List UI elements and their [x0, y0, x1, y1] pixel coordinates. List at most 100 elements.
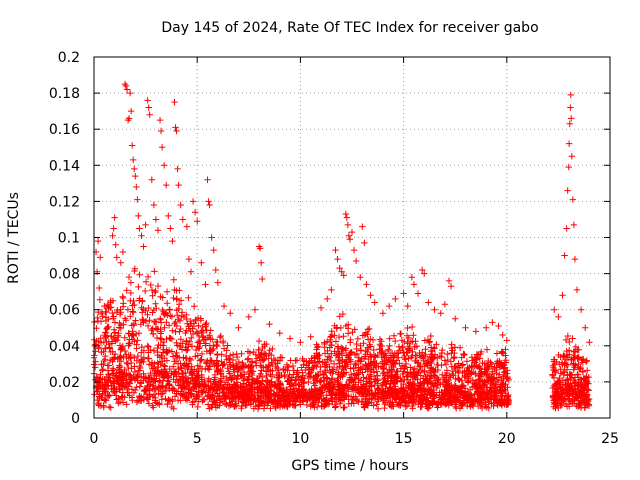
data-point [335, 333, 343, 341]
data-point [97, 308, 105, 316]
data-point [328, 350, 335, 357]
data-point [348, 386, 356, 393]
data-point [208, 234, 215, 241]
data-point [338, 268, 345, 275]
data-point [299, 355, 306, 363]
data-point [399, 388, 407, 395]
data-point [328, 375, 336, 382]
data-point [185, 379, 192, 386]
data-point [177, 297, 185, 304]
data-point [562, 336, 570, 344]
data-point [138, 304, 145, 312]
data-point [253, 378, 260, 385]
data-point [233, 353, 241, 361]
data-point [438, 362, 445, 369]
data-point [345, 232, 353, 239]
data-point [452, 315, 459, 322]
data-point [210, 378, 217, 385]
data-point [210, 345, 217, 353]
data-point [213, 397, 220, 404]
data-point [154, 344, 161, 352]
data-point [453, 388, 461, 396]
data-point [253, 355, 261, 362]
data-point [572, 394, 580, 402]
data-point [379, 310, 387, 317]
data-point [145, 349, 152, 356]
data-point [144, 355, 152, 362]
data-point [485, 357, 492, 365]
data-point [359, 223, 366, 230]
data-point [135, 212, 142, 220]
data-point [95, 284, 103, 292]
data-point [268, 373, 276, 380]
data-point [450, 393, 457, 400]
data-point [429, 389, 437, 396]
y-tick-label: 0.08 [49, 267, 80, 283]
data-point [360, 381, 367, 388]
data-point [410, 281, 418, 288]
data-point [389, 399, 396, 406]
data-point [145, 104, 152, 111]
data-point [327, 389, 335, 396]
data-point [351, 360, 359, 368]
data-point [263, 388, 271, 396]
data-point [570, 388, 578, 396]
data-point [140, 347, 148, 354]
data-point [354, 335, 362, 343]
data-point [235, 324, 242, 331]
data-point [94, 314, 101, 322]
data-point [561, 252, 568, 259]
data-point [395, 354, 402, 361]
data-point [379, 359, 386, 367]
data-point [114, 306, 121, 314]
data-point [131, 165, 138, 173]
data-point [401, 363, 409, 370]
data-point [187, 317, 194, 325]
data-point [210, 398, 217, 405]
data-point [322, 359, 330, 366]
data-point [494, 397, 501, 404]
data-point [336, 389, 343, 397]
data-point [355, 354, 363, 361]
data-point [339, 345, 346, 353]
data-point [227, 310, 234, 317]
data-point [123, 287, 130, 294]
data-point [146, 382, 153, 390]
data-point [404, 346, 412, 353]
data-point [258, 373, 266, 381]
data-point [98, 367, 106, 374]
data-point [217, 366, 224, 374]
data-point [172, 124, 179, 131]
data-point [192, 353, 199, 360]
data-point [144, 342, 151, 350]
data-point [357, 274, 364, 281]
data-point [164, 349, 171, 356]
data-point [140, 317, 147, 324]
data-point [444, 397, 451, 404]
data-point [420, 388, 428, 395]
data-point [107, 348, 114, 356]
data-point [366, 351, 374, 358]
data-point [132, 330, 140, 338]
data-point [229, 351, 237, 358]
data-point [557, 370, 564, 377]
data-point [284, 378, 291, 385]
data-point [220, 302, 228, 310]
data-point [386, 335, 393, 342]
data-point [391, 352, 399, 359]
data-point [364, 336, 372, 343]
data-point [294, 373, 302, 381]
data-point [287, 377, 295, 384]
data-point [98, 361, 105, 368]
data-point [203, 327, 210, 334]
data-point [341, 383, 348, 391]
data-point [499, 349, 506, 356]
data-point [168, 403, 175, 411]
data-point [125, 340, 133, 347]
data-point [257, 380, 265, 387]
data-point [105, 340, 112, 348]
data-point [570, 221, 578, 229]
data-point [145, 304, 152, 312]
data-point [400, 392, 408, 399]
data-point [117, 259, 125, 266]
